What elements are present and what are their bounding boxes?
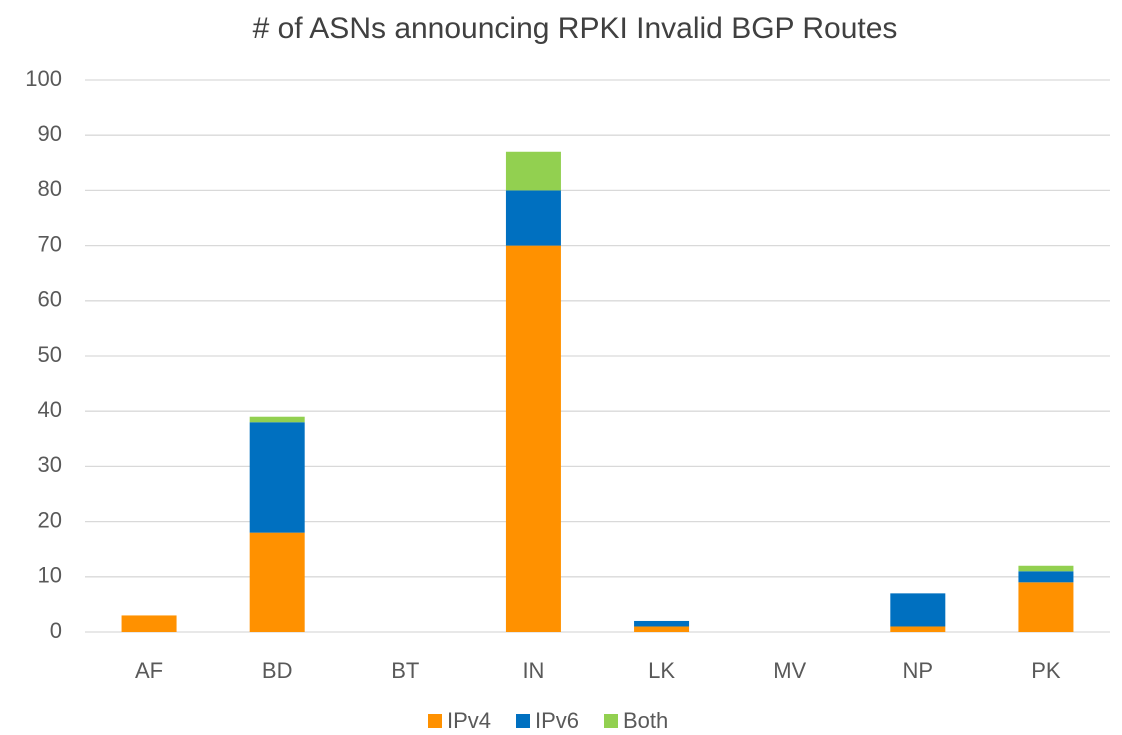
legend-label: IPv4: [447, 708, 491, 733]
y-tick-label: 40: [38, 397, 62, 422]
x-tick-label: LK: [648, 658, 675, 683]
x-tick-label: MV: [773, 658, 806, 683]
x-tick-label: BT: [391, 658, 419, 683]
x-tick-label: IN: [522, 658, 544, 683]
legend-swatch: [604, 714, 618, 728]
legend-swatch: [428, 714, 442, 728]
y-tick-label: 100: [25, 66, 62, 91]
bar-segment: [890, 626, 946, 632]
y-tick-label: 80: [38, 176, 62, 201]
bar-segment: [249, 422, 305, 533]
bar-segment: [1018, 565, 1074, 572]
legend-label: IPv6: [535, 708, 579, 733]
x-tick-label: BD: [262, 658, 293, 683]
bar-segment: [249, 532, 305, 632]
y-tick-label: 30: [38, 452, 62, 477]
bar-segment: [505, 151, 561, 191]
x-tick-label: PK: [1031, 658, 1061, 683]
y-tick-label: 20: [38, 507, 62, 532]
bar-segment: [249, 416, 305, 423]
y-tick-label: 90: [38, 121, 62, 146]
y-tick-label: 10: [38, 563, 62, 588]
y-tick-label: 70: [38, 231, 62, 256]
x-tick-label: NP: [903, 658, 934, 683]
bar-segment: [890, 593, 946, 627]
bar-segment: [1018, 571, 1074, 583]
bar-segment: [121, 615, 177, 632]
y-tick-label: 0: [50, 618, 62, 643]
bar-segment: [505, 245, 561, 632]
bar-segment: [634, 626, 690, 632]
bar-segment: [1018, 582, 1074, 632]
chart-title: # of ASNs announcing RPKI Invalid BGP Ro…: [253, 12, 898, 45]
legend-swatch: [516, 714, 530, 728]
legend-label: Both: [623, 708, 668, 733]
y-tick-label: 60: [38, 287, 62, 312]
bar-segment: [634, 620, 690, 627]
bar-segment: [505, 190, 561, 246]
x-tick-label: AF: [135, 658, 163, 683]
y-tick-label: 50: [38, 342, 62, 367]
